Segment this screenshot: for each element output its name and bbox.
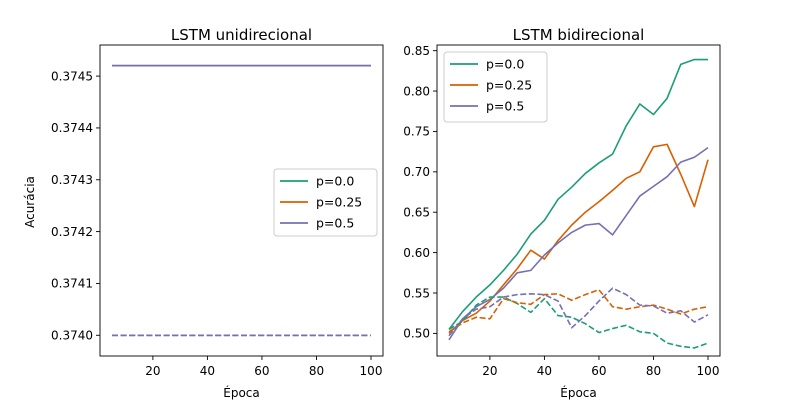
x-tick-label: 100 (360, 364, 383, 378)
legend: p=0.0 p=0.25 p=0.5 (273, 168, 378, 237)
chart-title: LSTM unidirecional (171, 26, 312, 44)
plot-area (112, 64, 371, 337)
legend-label: p=0.5 (486, 99, 524, 114)
x-tick-label: 40 (537, 364, 552, 378)
x-tick-label: 40 (200, 364, 215, 378)
y-tick-label: 0.60 (403, 246, 430, 260)
series-line-p00-solid (448, 58, 708, 330)
y-tick-label: 0.3742 (51, 225, 93, 239)
y-tick-label: 0.70 (403, 165, 430, 179)
legend-label: p=0.25 (486, 78, 532, 93)
legend-box (443, 51, 548, 123)
series-line-p05-dashed (448, 287, 709, 337)
x-tick-label: 80 (646, 364, 661, 378)
legend: p=0.0 p=0.25 p=0.5 (443, 51, 548, 123)
x-axis-label: Época (223, 385, 260, 400)
y-tick-label: 0.3743 (51, 173, 93, 187)
plot-area (448, 58, 709, 349)
chart-lstm-bidirecional: LSTM bidirecional Época 20 40 60 80 100 0.50 0… (403, 26, 721, 400)
y-tick-label: 0.75 (403, 125, 430, 139)
legend-label: p=0.0 (486, 57, 524, 72)
axes-frame (436, 44, 721, 357)
x-tick-label: 80 (309, 364, 324, 378)
y-tick-label: 0.50 (403, 327, 430, 341)
y-tick-label: 0.3741 (51, 277, 93, 291)
series-line-p00-dashed (448, 296, 709, 349)
y-tick-label: 0.3740 (51, 329, 93, 343)
y-tick-label: 0.80 (403, 84, 430, 98)
legend-label: p=0.5 (316, 216, 354, 231)
y-tick-label: 0.3745 (51, 69, 93, 83)
series-line-p025-solid (448, 143, 709, 334)
x-tick-label: 100 (697, 364, 720, 378)
y-tick-label: 0.55 (403, 286, 430, 300)
x-tick-label: 20 (482, 364, 497, 378)
x-tick-label: 20 (145, 364, 160, 378)
y-tick-label: 0.85 (403, 44, 430, 58)
legend-label: p=0.25 (316, 195, 362, 210)
legend-label: p=0.0 (316, 174, 354, 189)
series-line-p05-solid (448, 146, 709, 341)
axes-frame (99, 44, 384, 357)
chart-lstm-unidirecional: LSTM unidirecional Época Acurácia 20 40 60… (23, 26, 384, 400)
y-tick-label: 0.3744 (51, 121, 93, 135)
x-axis-label: Época (560, 385, 597, 400)
series-line-p025-dashed (448, 288, 709, 333)
y-tick-label: 0.65 (403, 206, 430, 220)
chart-title: LSTM bidirecional (513, 26, 645, 44)
x-tick-label: 60 (591, 364, 606, 378)
x-tick-label: 60 (254, 364, 269, 378)
y-axis-label: Acurácia (23, 176, 37, 228)
legend-box (273, 168, 378, 237)
